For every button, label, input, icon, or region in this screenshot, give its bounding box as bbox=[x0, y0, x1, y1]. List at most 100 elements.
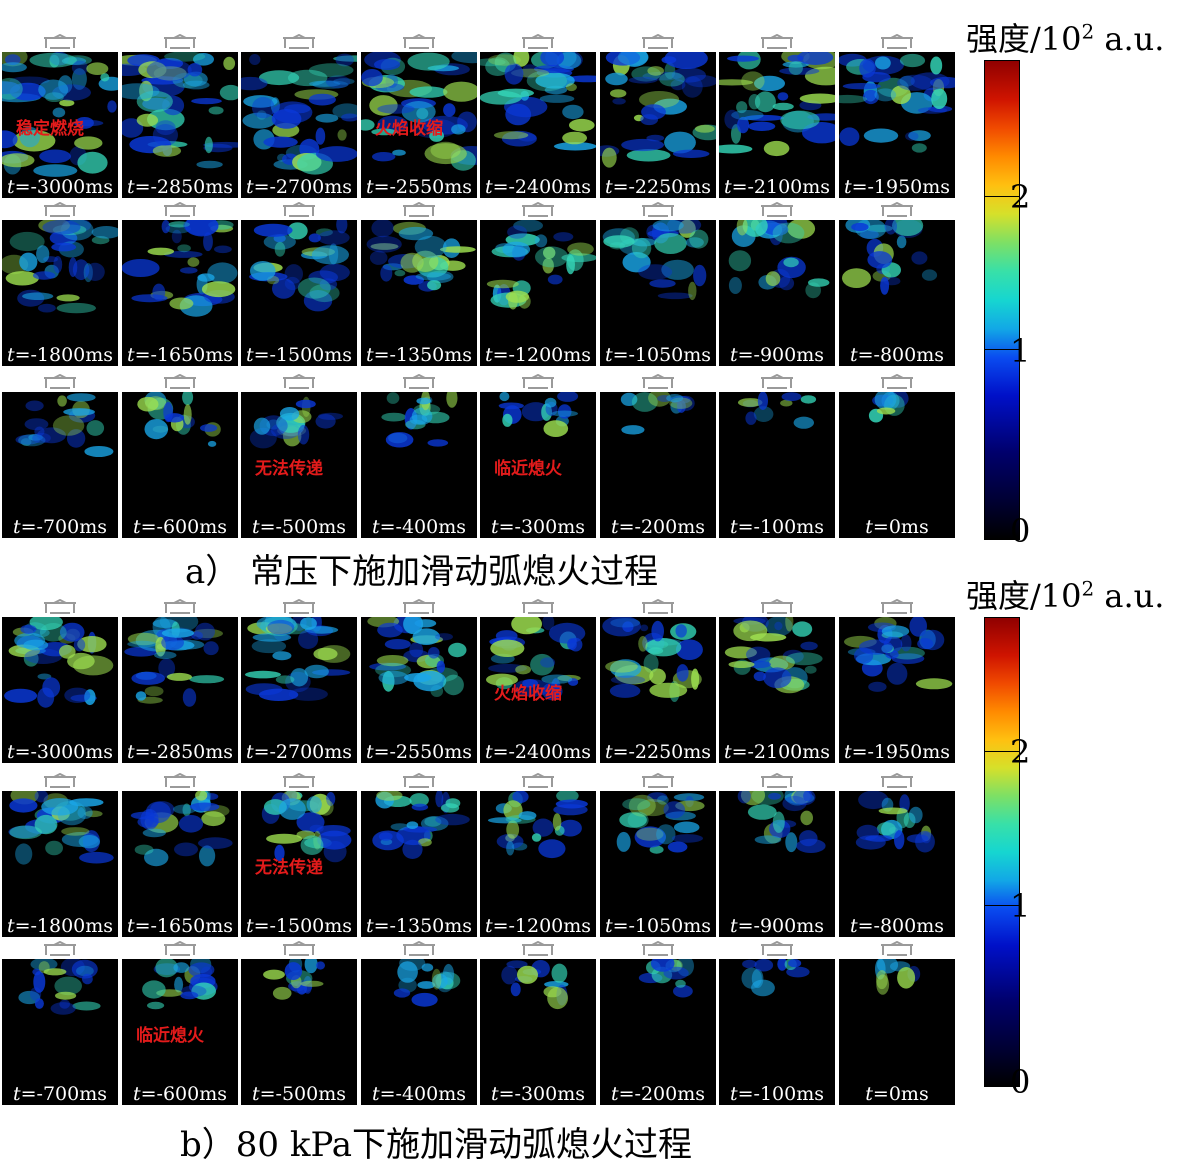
flame-image bbox=[839, 53, 955, 153]
electrode-icon bbox=[403, 34, 435, 49]
flame-image bbox=[372, 791, 470, 859]
electrode-icon bbox=[164, 941, 196, 956]
electrode-icon bbox=[522, 941, 554, 956]
electrode-icon bbox=[283, 374, 315, 389]
panel-a: t=-3000ms 稳定燃烧 t=-2850ms t=-2700ms t=-2550ms… bbox=[2, 19, 1165, 592]
flame-frame: t=-300ms bbox=[480, 959, 596, 1105]
colorbar-a bbox=[984, 60, 1020, 540]
electrode-icon bbox=[44, 773, 76, 788]
colorbar-tick-line bbox=[984, 905, 1020, 906]
flame-image bbox=[719, 52, 835, 157]
flame-image bbox=[249, 396, 343, 449]
time-label: t=-1200ms bbox=[484, 344, 592, 366]
electrode-icon bbox=[164, 599, 196, 614]
flame-image bbox=[130, 791, 233, 867]
electrode-icon bbox=[283, 941, 315, 956]
flame-frame: t=-1350ms bbox=[361, 220, 477, 366]
electrode-icon bbox=[283, 599, 315, 614]
flame-frame: t=0ms bbox=[839, 959, 955, 1105]
electrode-icon bbox=[403, 202, 435, 217]
time-label: t=-1800ms bbox=[6, 915, 114, 937]
flame-frame: t=-2400ms 火焰收缩 bbox=[480, 617, 596, 763]
time-label: t=-2100ms bbox=[723, 176, 831, 198]
time-label: t=-1350ms bbox=[365, 344, 473, 366]
electrode-icon bbox=[164, 773, 196, 788]
flame-image bbox=[393, 959, 461, 1007]
time-label: t=-1500ms bbox=[245, 344, 353, 366]
time-label: t=-2550ms bbox=[365, 741, 473, 763]
colorbar-title-a: 强度/102 a.u. bbox=[966, 19, 1165, 58]
time-label: t=-2400ms bbox=[484, 741, 592, 763]
flame-image bbox=[737, 791, 826, 853]
colorbar-tick-line bbox=[984, 349, 1020, 350]
electrode-icon bbox=[761, 34, 793, 49]
flame-image bbox=[737, 392, 817, 429]
electrode-icon bbox=[881, 34, 913, 49]
colorbar-title-b: 强度/102 a.u. bbox=[966, 576, 1165, 615]
flame-image bbox=[8, 791, 114, 865]
electrode-icon bbox=[761, 941, 793, 956]
flame-image bbox=[122, 52, 238, 169]
time-label: t=-900ms bbox=[729, 344, 824, 366]
time-label: t=-1650ms bbox=[126, 344, 234, 366]
electrode-icon bbox=[522, 599, 554, 614]
electrode-icon bbox=[44, 374, 76, 389]
time-label: t=0ms bbox=[865, 1083, 929, 1105]
electrode-icon bbox=[881, 202, 913, 217]
electrode-icon bbox=[881, 773, 913, 788]
flame-image bbox=[2, 220, 118, 314]
time-label: t=-1950ms bbox=[843, 176, 951, 198]
flame-frame: t=-700ms bbox=[2, 392, 118, 538]
time-label: t=-300ms bbox=[490, 516, 585, 538]
electrode-icon bbox=[44, 202, 76, 217]
flame-image bbox=[137, 392, 221, 447]
electrode-icon bbox=[642, 941, 674, 956]
flame-image bbox=[2, 52, 118, 177]
flame-frame: t=-900ms bbox=[719, 220, 835, 366]
flame-frame: t=-800ms bbox=[839, 220, 955, 366]
time-label: t=-300ms bbox=[490, 1083, 585, 1105]
flame-image bbox=[602, 220, 709, 301]
electrode-icon bbox=[44, 34, 76, 49]
time-label: t=-200ms bbox=[610, 1083, 705, 1105]
flame-image bbox=[366, 220, 476, 292]
time-label: t=-500ms bbox=[251, 516, 346, 538]
time-label: t=-1350ms bbox=[365, 915, 473, 937]
electrode-icon bbox=[283, 34, 315, 49]
flame-frame: t=0ms bbox=[839, 392, 955, 538]
flame-image bbox=[616, 792, 705, 854]
electrode-icon bbox=[761, 773, 793, 788]
flame-image bbox=[480, 52, 596, 151]
flame-frame: t=-400ms bbox=[361, 959, 477, 1105]
electrode-icon bbox=[761, 202, 793, 217]
time-label: t=-200ms bbox=[610, 516, 705, 538]
flame-image bbox=[241, 53, 357, 175]
flame-image bbox=[263, 959, 325, 1000]
colorbar-tick-line bbox=[984, 751, 1020, 752]
time-label: t=-100ms bbox=[729, 516, 824, 538]
caption-a: a） 常压下施加滑动弧熄火过程 bbox=[185, 552, 659, 592]
flame-frame: t=-600ms bbox=[122, 392, 238, 538]
flame-frame: t=-400ms bbox=[361, 392, 477, 538]
annotation-label: 临近熄火 bbox=[494, 459, 562, 479]
caption-b: b）80 kPa下施加滑动弧熄火过程 bbox=[180, 1125, 693, 1165]
flame-image bbox=[15, 393, 114, 457]
electrode-icon bbox=[283, 202, 315, 217]
flame-frame: t=-1800ms bbox=[2, 220, 118, 366]
electrode-icon bbox=[403, 773, 435, 788]
flame-frame: t=-100ms bbox=[719, 959, 835, 1105]
flame-frame: t=-3000ms 稳定燃烧 bbox=[2, 52, 118, 198]
flame-frame: t=-1050ms bbox=[600, 220, 716, 366]
time-label: t=-500ms bbox=[251, 1083, 346, 1105]
flame-frame: t=-1200ms bbox=[480, 791, 596, 937]
electrode-icon bbox=[761, 374, 793, 389]
electrode-icon bbox=[642, 374, 674, 389]
electrode-icon bbox=[881, 599, 913, 614]
time-label: t=-2250ms bbox=[604, 176, 712, 198]
flame-image bbox=[600, 52, 716, 168]
flame-frame: t=-800ms bbox=[839, 791, 955, 937]
flame-image bbox=[620, 392, 695, 435]
time-label: t=-600ms bbox=[132, 516, 227, 538]
electrode-icon bbox=[283, 773, 315, 788]
time-label: t=-800ms bbox=[849, 915, 944, 937]
